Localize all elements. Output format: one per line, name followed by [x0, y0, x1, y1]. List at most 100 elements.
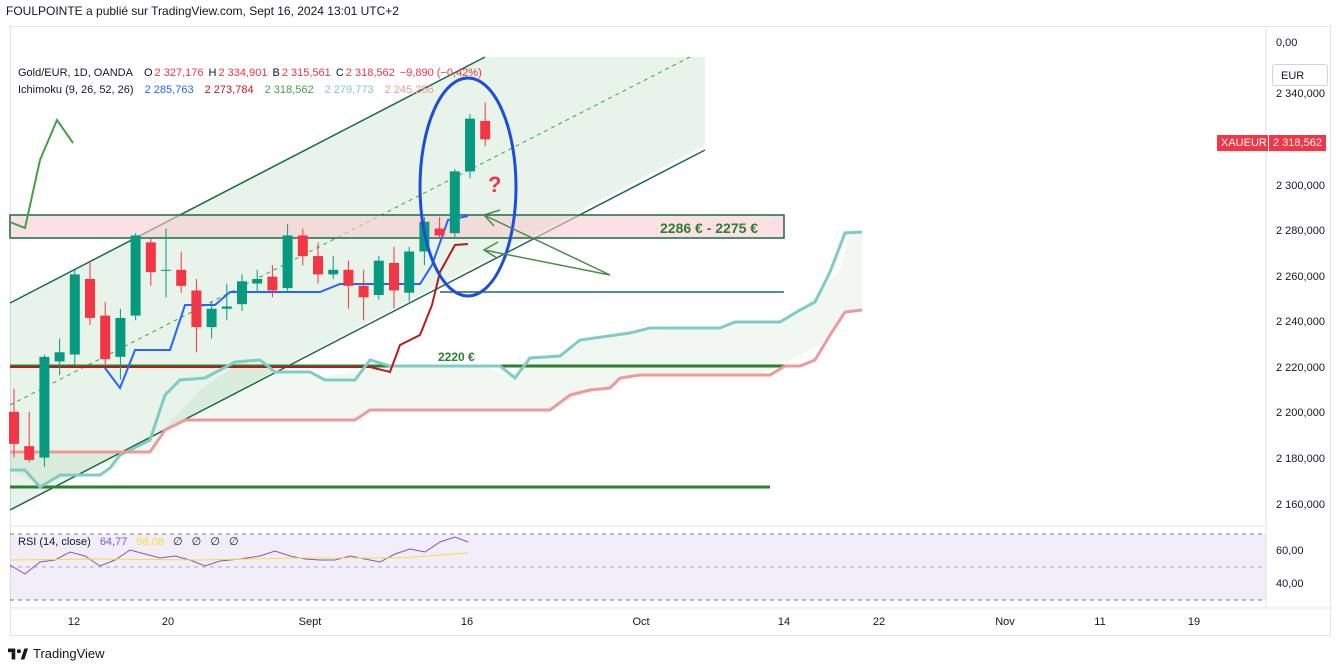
- channel-lower-line[interactable]: [9, 149, 706, 511]
- rsi-tick-label: 40,00: [1276, 578, 1304, 590]
- time-tick-label: 16: [461, 616, 473, 628]
- ichimoku-cloud: [10, 232, 862, 485]
- support-zone[interactable]: [9, 214, 785, 239]
- candle-body[interactable]: [221, 306, 232, 309]
- ichimoku-senkou-a-value: 2 279,773: [324, 84, 374, 96]
- senkou-b-line: [10, 308, 863, 454]
- rsi-empty-4: ∅: [228, 536, 239, 548]
- low-label: B: [272, 67, 280, 79]
- publish-attribution: FOULPOINTE a publié sur TradingView.com,…: [6, 4, 399, 18]
- time-tick-label: Oct: [632, 616, 649, 628]
- rsi-empty-2: ∅: [191, 536, 202, 548]
- rsi-tick-label: 60,00: [1276, 545, 1304, 557]
- low-value: 2 315,561: [281, 67, 331, 79]
- footer: TradingView: [8, 646, 105, 661]
- chart-frame: [10, 26, 1331, 636]
- chikou-line: [9, 117, 74, 230]
- close-value: 2 318,562: [345, 67, 395, 79]
- candle-body[interactable]: [313, 256, 323, 275]
- time-tick-label: 19: [1188, 616, 1200, 628]
- candle-body[interactable]: [145, 242, 156, 273]
- price-tick-label: 2 300,000: [1276, 180, 1325, 192]
- highlight-ellipse[interactable]: [418, 76, 518, 298]
- time-tick-label: 12: [68, 616, 80, 628]
- tradingview-brand[interactable]: TradingView: [33, 646, 105, 661]
- price-tick-label: 2 340,000: [1276, 88, 1325, 100]
- candle-body[interactable]: [130, 235, 141, 316]
- ichimoku-senkou-b-value: 2 245,256: [384, 84, 434, 96]
- candles-group: [9, 102, 491, 467]
- candle-body[interactable]: [39, 356, 50, 458]
- rsi-label[interactable]: RSI (14, close): [18, 536, 91, 548]
- kijun-line: [369, 243, 469, 374]
- rsi-legend: RSI (14, close) 64,77 58,08 ∅ ∅ ∅ ∅: [18, 535, 241, 548]
- close-label: C: [335, 67, 344, 79]
- candle-body[interactable]: [358, 285, 369, 298]
- time-tick-label: Nov: [995, 616, 1015, 628]
- time-tick-label: Sept: [299, 616, 322, 628]
- arrow-to-kijun[interactable]: [483, 249, 611, 276]
- ichimoku-chikou-value: 2 318,562: [264, 84, 314, 96]
- candle-body[interactable]: [206, 308, 217, 328]
- change-value: −9,890 (−0,42%): [399, 67, 482, 79]
- price-tick-label: 2 260,000: [1276, 271, 1325, 283]
- price-tick-label: 2 180,000: [1276, 453, 1325, 465]
- candle-body[interactable]: [282, 235, 293, 289]
- candle-body[interactable]: [389, 262, 399, 291]
- candle-body[interactable]: [115, 317, 126, 357]
- price-tick-label: 2 160,000: [1276, 499, 1325, 511]
- candle-body[interactable]: [54, 352, 65, 362]
- symbol-price-tag: XAUEUR: [1217, 135, 1271, 151]
- ichimoku-legend: Ichimoku (9, 26, 52, 26) 2 285,763 2 273…: [18, 84, 436, 96]
- price-tick-label: 2 280,000: [1276, 225, 1325, 237]
- open-value: 2 327,176: [154, 67, 204, 79]
- candle-body[interactable]: [9, 411, 19, 444]
- question-mark: ?: [488, 172, 501, 197]
- price-tick-label: 2 200,000: [1276, 407, 1325, 419]
- price-tick-label: 2 220,000: [1276, 362, 1325, 374]
- candle-body[interactable]: [69, 274, 80, 355]
- senkou-a-line: [10, 230, 863, 489]
- candle-body[interactable]: [191, 290, 202, 328]
- candle-body[interactable]: [267, 276, 278, 291]
- symbol-label[interactable]: Gold/EUR, 1D, OANDA: [18, 67, 133, 79]
- candle-body[interactable]: [328, 269, 339, 275]
- candle-body[interactable]: [237, 281, 247, 305]
- candle-body[interactable]: [434, 228, 445, 236]
- candle-body[interactable]: [100, 315, 111, 360]
- rsi-ma-value: 58,08: [136, 536, 164, 548]
- rsi-axis[interactable]: 60,00 40,00: [1276, 545, 1304, 590]
- rsi-empty-1: ∅: [173, 536, 183, 548]
- candle-body[interactable]: [85, 278, 95, 318]
- high-label: H: [208, 67, 217, 79]
- price-tick-label: 2 240,000: [1276, 316, 1325, 328]
- candle-body[interactable]: [252, 278, 263, 284]
- time-axis[interactable]: 12 20 Sept 16 Oct 14 22 Nov 11 19: [68, 616, 1200, 628]
- candle-body[interactable]: [161, 269, 171, 271]
- candle-body[interactable]: [465, 118, 475, 172]
- high-value: 2 334,901: [218, 67, 268, 79]
- rsi-value: 64,77: [99, 536, 128, 548]
- price-tick-label: 0,00: [1276, 37, 1297, 49]
- tenkan-line: [104, 215, 469, 391]
- candle-body[interactable]: [176, 269, 187, 286]
- candle-body[interactable]: [373, 260, 384, 296]
- open-label: O: [143, 67, 153, 79]
- channel-upper-line[interactable]: [9, 56, 486, 304]
- candle-body[interactable]: [297, 235, 308, 257]
- ichimoku-label[interactable]: Ichimoku (9, 26, 52, 26): [18, 84, 134, 96]
- ichimoku-tenkan-value: 2 285,763: [144, 84, 194, 96]
- time-tick-label: 14: [778, 616, 790, 628]
- last-price-tag: 2 318,562: [1268, 135, 1326, 151]
- arrow-to-tenkan[interactable]: [485, 215, 611, 276]
- candle-body[interactable]: [24, 446, 35, 460]
- arrow-to-kijun-head: [482, 241, 499, 259]
- candle-body[interactable]: [449, 171, 460, 234]
- tradingview-logo-icon: [8, 648, 28, 659]
- currency-button[interactable]: EUR: [1272, 64, 1328, 86]
- candle-body[interactable]: [343, 269, 354, 286]
- candle-body[interactable]: [480, 120, 491, 140]
- candle-body[interactable]: [404, 251, 415, 293]
